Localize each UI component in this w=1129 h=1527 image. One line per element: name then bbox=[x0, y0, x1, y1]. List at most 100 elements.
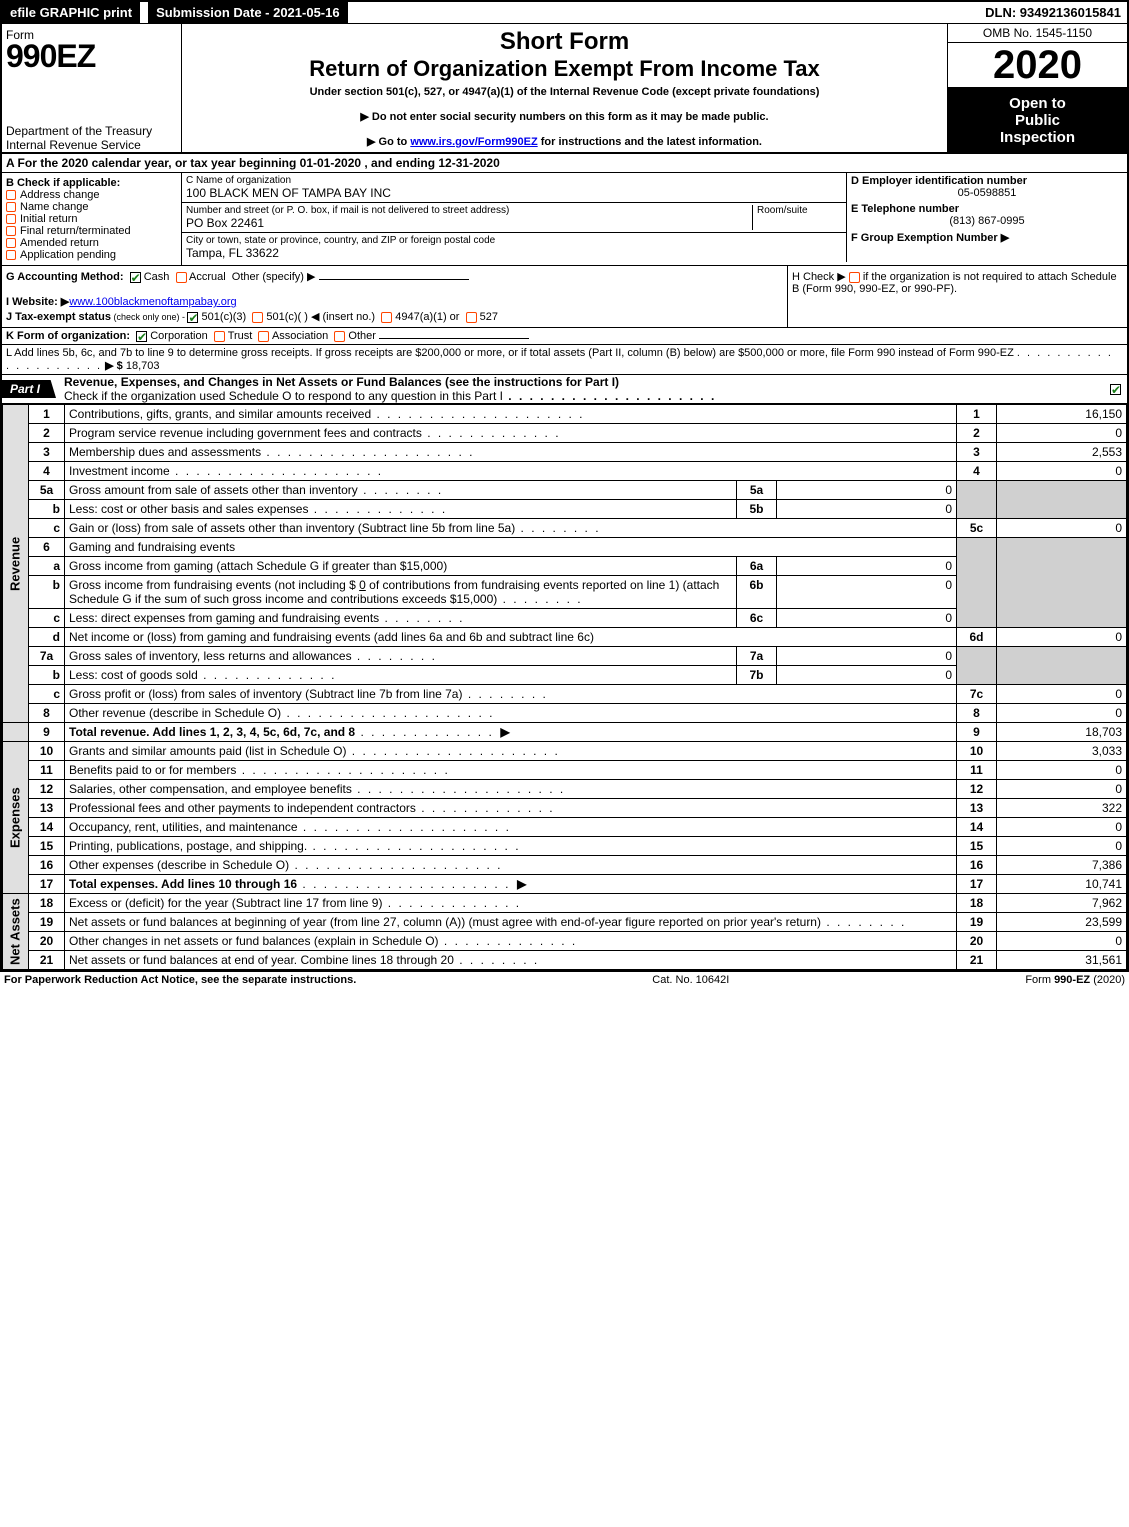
row-8: 8 Other revenue (describe in Schedule O)… bbox=[3, 704, 1127, 723]
row-18: Net Assets 18 Excess or (deficit) for th… bbox=[3, 894, 1127, 913]
L-text: L Add lines 5b, 6c, and 7b to line 9 to … bbox=[6, 347, 1014, 359]
open1: Open to bbox=[948, 95, 1127, 112]
desc-7a: Gross sales of inventory, less returns a… bbox=[65, 647, 737, 666]
irs-link[interactable]: www.irs.gov/Form990EZ bbox=[410, 136, 537, 148]
B-item-pending[interactable]: Application pending bbox=[6, 249, 177, 261]
checkbox-icon[interactable] bbox=[6, 238, 16, 248]
subln-7b: 7b bbox=[737, 666, 777, 685]
row-5c: c Gain or (loss) from sale of assets oth… bbox=[3, 519, 1127, 538]
D-value: 05-0598851 bbox=[851, 187, 1123, 199]
L-line: L Add lines 5b, 6c, and 7b to line 9 to … bbox=[2, 345, 1127, 375]
J-501c: 501(c)( ) ◀ (insert no.) bbox=[266, 311, 375, 323]
checkbox-icon[interactable] bbox=[6, 202, 16, 212]
J-527-checkbox[interactable] bbox=[466, 312, 477, 323]
info-block: B Check if applicable: Address change Na… bbox=[2, 173, 1127, 266]
6b-amount: 0 bbox=[359, 578, 366, 592]
city-row: City or town, state or province, country… bbox=[182, 233, 846, 262]
row-6d: d Net income or (loss) from gaming and f… bbox=[3, 628, 1127, 647]
val-3: 2,553 bbox=[997, 443, 1127, 462]
val-1: 16,150 bbox=[997, 405, 1127, 424]
ln-8: 8 bbox=[29, 704, 65, 723]
ln-7a: 7a bbox=[29, 647, 65, 666]
desc-6: Gaming and fundraising events bbox=[65, 538, 957, 557]
col-CDEF: C Name of organization 100 BLACK MEN OF … bbox=[182, 173, 1127, 265]
website-link[interactable]: www.100blackmenoftampabay.org bbox=[69, 296, 236, 308]
desc-20: Other changes in net assets or fund bala… bbox=[65, 932, 957, 951]
ln-7c: c bbox=[29, 685, 65, 704]
ln-6a: a bbox=[29, 557, 65, 576]
J-4947-checkbox[interactable] bbox=[381, 312, 392, 323]
row-21: 21 Net assets or fund balances at end of… bbox=[3, 951, 1127, 970]
B-lab-2: Initial return bbox=[20, 213, 77, 225]
desc-10: Grants and similar amounts paid (list in… bbox=[65, 742, 957, 761]
coln-20: 20 bbox=[957, 932, 997, 951]
row-9: 9 Total revenue. Add lines 1, 2, 3, 4, 5… bbox=[3, 723, 1127, 742]
val-9: 18,703 bbox=[997, 723, 1127, 742]
coln-9: 9 bbox=[957, 723, 997, 742]
subval-7a: 0 bbox=[777, 647, 957, 666]
accrual-checkbox[interactable] bbox=[176, 272, 187, 283]
topbar: efile GRAPHIC print Submission Date - 20… bbox=[2, 2, 1127, 24]
K-corp-checkbox[interactable] bbox=[136, 331, 147, 342]
row-19: 19 Net assets or fund balances at beginn… bbox=[3, 913, 1127, 932]
desc-6a: Gross income from gaming (attach Schedul… bbox=[65, 557, 737, 576]
subval-6c: 0 bbox=[777, 609, 957, 628]
H-checkbox[interactable] bbox=[849, 272, 860, 283]
K-assoc: Association bbox=[272, 330, 328, 342]
row-4: 4 Investment income 4 0 bbox=[3, 462, 1127, 481]
B-item-name[interactable]: Name change bbox=[6, 201, 177, 213]
other-input[interactable] bbox=[319, 279, 469, 280]
desc-14: Occupancy, rent, utilities, and maintena… bbox=[65, 818, 957, 837]
checkbox-icon[interactable] bbox=[6, 190, 16, 200]
desc-5a: Gross amount from sale of assets other t… bbox=[65, 481, 737, 500]
desc-18: Excess or (deficit) for the year (Subtra… bbox=[65, 894, 957, 913]
B-item-amended[interactable]: Amended return bbox=[6, 237, 177, 249]
B-item-initial[interactable]: Initial return bbox=[6, 213, 177, 225]
J-527: 527 bbox=[480, 311, 498, 323]
B-item-address[interactable]: Address change bbox=[6, 189, 177, 201]
efile-print-button[interactable]: efile GRAPHIC print bbox=[2, 2, 140, 23]
row-15: 15 Printing, publications, postage, and … bbox=[3, 837, 1127, 856]
subval-6a: 0 bbox=[777, 557, 957, 576]
room-suite: Room/suite bbox=[752, 205, 842, 230]
checkbox-icon[interactable] bbox=[6, 214, 16, 224]
J-501c-checkbox[interactable] bbox=[252, 312, 263, 323]
header-right: OMB No. 1545-1150 2020 Open to Public In… bbox=[947, 24, 1127, 152]
addr-value: PO Box 22461 bbox=[186, 216, 752, 230]
side-netassets: Net Assets bbox=[3, 894, 29, 970]
desc-3: Membership dues and assessments bbox=[65, 443, 957, 462]
subval-5b: 0 bbox=[777, 500, 957, 519]
part1-checkbox[interactable] bbox=[1110, 384, 1121, 395]
coln-11: 11 bbox=[957, 761, 997, 780]
desc-8: Other revenue (describe in Schedule O) bbox=[65, 704, 957, 723]
dln: DLN: 93492136015841 bbox=[985, 5, 1127, 20]
ln-13: 13 bbox=[29, 799, 65, 818]
checkbox-icon[interactable] bbox=[6, 250, 16, 260]
K-trust-checkbox[interactable] bbox=[214, 331, 225, 342]
cash-checkbox[interactable] bbox=[130, 272, 141, 283]
K-assoc-checkbox[interactable] bbox=[258, 331, 269, 342]
coln-8: 8 bbox=[957, 704, 997, 723]
short-form-title: Short Form bbox=[190, 28, 939, 56]
desc-9: Total revenue. Add lines 1, 2, 3, 4, 5c,… bbox=[65, 723, 957, 742]
ln-5a: 5a bbox=[29, 481, 65, 500]
row-2: 2 Program service revenue including gove… bbox=[3, 424, 1127, 443]
arrow-line-2: ▶ Go to www.irs.gov/Form990EZ for instru… bbox=[190, 135, 939, 148]
coln-2: 2 bbox=[957, 424, 997, 443]
C-label: C Name of organization bbox=[186, 175, 842, 186]
col-B: B Check if applicable: Address change Na… bbox=[2, 173, 182, 265]
val-11: 0 bbox=[997, 761, 1127, 780]
greyv-7 bbox=[997, 647, 1127, 685]
subln-6c: 6c bbox=[737, 609, 777, 628]
K-other-checkbox[interactable] bbox=[334, 331, 345, 342]
checkbox-icon[interactable] bbox=[6, 226, 16, 236]
ln-6d: d bbox=[29, 628, 65, 647]
E-value: (813) 867-0995 bbox=[851, 215, 1123, 227]
B-item-final[interactable]: Final return/terminated bbox=[6, 225, 177, 237]
tax-year: 2020 bbox=[948, 43, 1127, 88]
K-other-input[interactable] bbox=[379, 338, 529, 339]
row-14: 14 Occupancy, rent, utilities, and maint… bbox=[3, 818, 1127, 837]
part1-sub: Check if the organization used Schedule … bbox=[64, 389, 503, 403]
J-501c3-checkbox[interactable] bbox=[187, 312, 198, 323]
coln-12: 12 bbox=[957, 780, 997, 799]
